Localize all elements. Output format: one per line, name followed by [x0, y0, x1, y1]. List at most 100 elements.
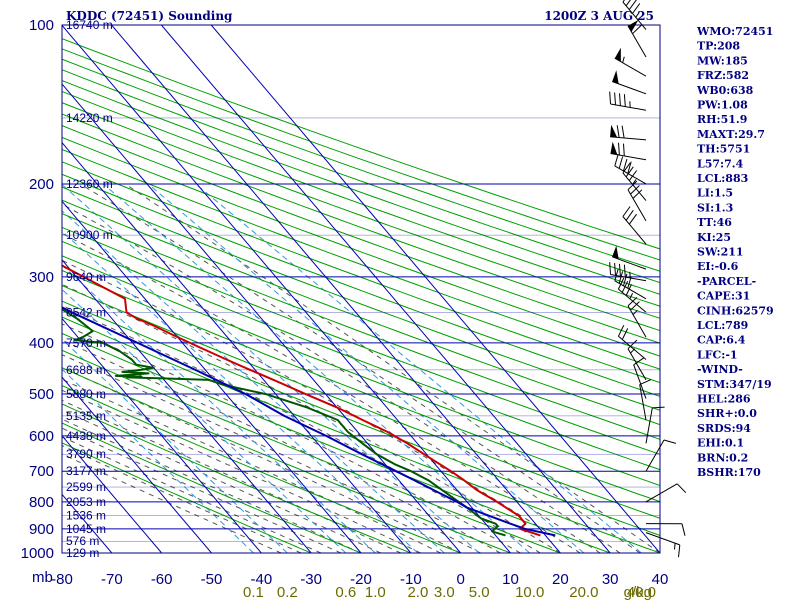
mixing-ratio-line: [147, 183, 585, 553]
wind-barb-staff: [627, 305, 647, 338]
height-label: 6688 m: [66, 363, 106, 377]
temperature-tick-label: 30: [602, 571, 619, 588]
index-value: TP:208: [697, 40, 740, 53]
mixing-ratio-axis: 0.1 0.2 0.6 1.0 2.0 3.0 5.0 10.0 20.0 40.0g/kg: [243, 584, 656, 600]
index-value: -PARCEL-: [697, 275, 756, 288]
temperature-tick-label: -40: [250, 571, 272, 588]
wind-barb: [614, 268, 647, 300]
index-value: LCL:789: [697, 319, 748, 332]
wind-barb-flag: [623, 158, 628, 172]
wind-barb-staff: [627, 348, 647, 381]
wind-barb-staff: [627, 189, 647, 222]
wind-barb-flag: [617, 277, 625, 290]
wind-barb-flag: [623, 273, 628, 286]
isotherms: [62, 25, 660, 553]
temperature-tick-label: -20: [350, 571, 372, 588]
height-label: 3177 m: [66, 464, 106, 478]
wind-barb-staff: [633, 364, 647, 399]
index-value: CAPE:31: [697, 290, 750, 303]
wind-barb-flag: [632, 189, 643, 199]
index-value: MAXT:29.7: [697, 128, 765, 141]
wind-barb-pennant: [614, 47, 621, 62]
pressure-tick-label: 200: [29, 176, 54, 193]
wind-barb-flag: [627, 161, 632, 174]
isotherm-line: [111, 25, 561, 553]
wind-barb-flag: [622, 162, 631, 174]
wind-barb: [609, 91, 647, 111]
isotherm-line: [62, 83, 462, 553]
height-label: 4438 m: [66, 429, 106, 443]
height-label: 5880 m: [66, 387, 106, 401]
wind-barb-half-flag: [630, 348, 636, 354]
wind-barb-pennant: [610, 141, 618, 155]
pressure-tick-label: 400: [29, 335, 54, 352]
pressure-tick-label: 100: [29, 17, 54, 34]
mixing-ratio-line: [62, 210, 445, 553]
index-value: L57:7.4: [697, 157, 744, 170]
wind-barb-half-flag: [674, 543, 676, 550]
wind-barb-staff: [618, 335, 647, 360]
index-value: LCL:883: [697, 172, 748, 185]
wind-barb-flag: [614, 153, 619, 167]
mixing-ratio-label: 0.6: [335, 584, 356, 600]
wind-barb-pennant: [628, 19, 639, 32]
wind-barb: [639, 379, 652, 421]
wind-barb-flag: [625, 284, 632, 296]
temperature-tick-label: -70: [101, 571, 123, 588]
index-value: CAP:6.4: [697, 334, 746, 347]
wind-barb-flag: [614, 92, 616, 105]
wind-barb: [622, 206, 647, 245]
wind-barb: [645, 406, 665, 444]
wind-barb: [627, 339, 647, 381]
wind-barb-staff: [614, 280, 647, 300]
wind-barb-staff: [627, 25, 647, 58]
wind-barb-flag: [621, 125, 625, 138]
isotherm-line: [62, 200, 362, 553]
wind-barb-half-flag: [629, 292, 634, 300]
wind-barb: [645, 483, 687, 503]
index-value: LFC:-1: [697, 348, 738, 361]
moist-adiabat-line: [62, 453, 282, 553]
isotherm-line: [62, 434, 163, 553]
wind-barb-flag: [630, 185, 640, 195]
wind-barb-flag: [681, 523, 686, 536]
temperature-tick-label: -80: [51, 571, 73, 588]
wind-barb: [627, 19, 647, 58]
isotherm-line: [62, 376, 212, 553]
wind-barb-half-flag: [622, 56, 625, 63]
height-label: 129 m: [66, 546, 99, 560]
wind-barb-flag: [618, 156, 624, 169]
index-value: WB0:638: [696, 84, 754, 97]
wind-barb-staff: [645, 407, 653, 444]
height-label: 1536 m: [66, 509, 106, 523]
moist-adiabat-line: [62, 427, 342, 553]
moist-adiabat-line: [79, 183, 641, 553]
wind-barb-staff: [610, 153, 647, 161]
index-value: MW:185: [697, 54, 748, 67]
index-value: TT:46: [697, 216, 732, 229]
wind-barb: [610, 141, 647, 161]
height-label: 7570 m: [66, 336, 106, 350]
height-label: 1045 m: [66, 522, 106, 536]
wind-barb-staff: [610, 103, 647, 111]
index-value: PW:1.08: [697, 99, 748, 112]
isotherm-line: [62, 141, 412, 553]
chart-title: KDDC (72451) Sounding: [66, 9, 233, 23]
wind-barb-flag: [678, 544, 681, 558]
wind-barb-staff: [622, 216, 647, 245]
wind-barb: [622, 0, 647, 30]
temperature-tick-label: 40: [652, 571, 669, 588]
height-label: 9640 m: [66, 270, 106, 284]
wind-barb: [627, 296, 647, 338]
wind-barb: [645, 439, 677, 472]
mixing-unit-label: g/kg: [624, 584, 652, 600]
height-label: 2599 m: [66, 480, 106, 494]
wind-barb-flag: [625, 166, 634, 178]
mixing-ratio-label: 5.0: [469, 584, 490, 600]
isotherm-line: [62, 317, 262, 553]
wind-barb-flag: [614, 268, 619, 281]
wind-barb: [645, 532, 681, 558]
wind-barb-flag: [628, 213, 638, 225]
wind-barb-flag: [627, 180, 638, 191]
temperature-tick-label: -30: [300, 571, 322, 588]
